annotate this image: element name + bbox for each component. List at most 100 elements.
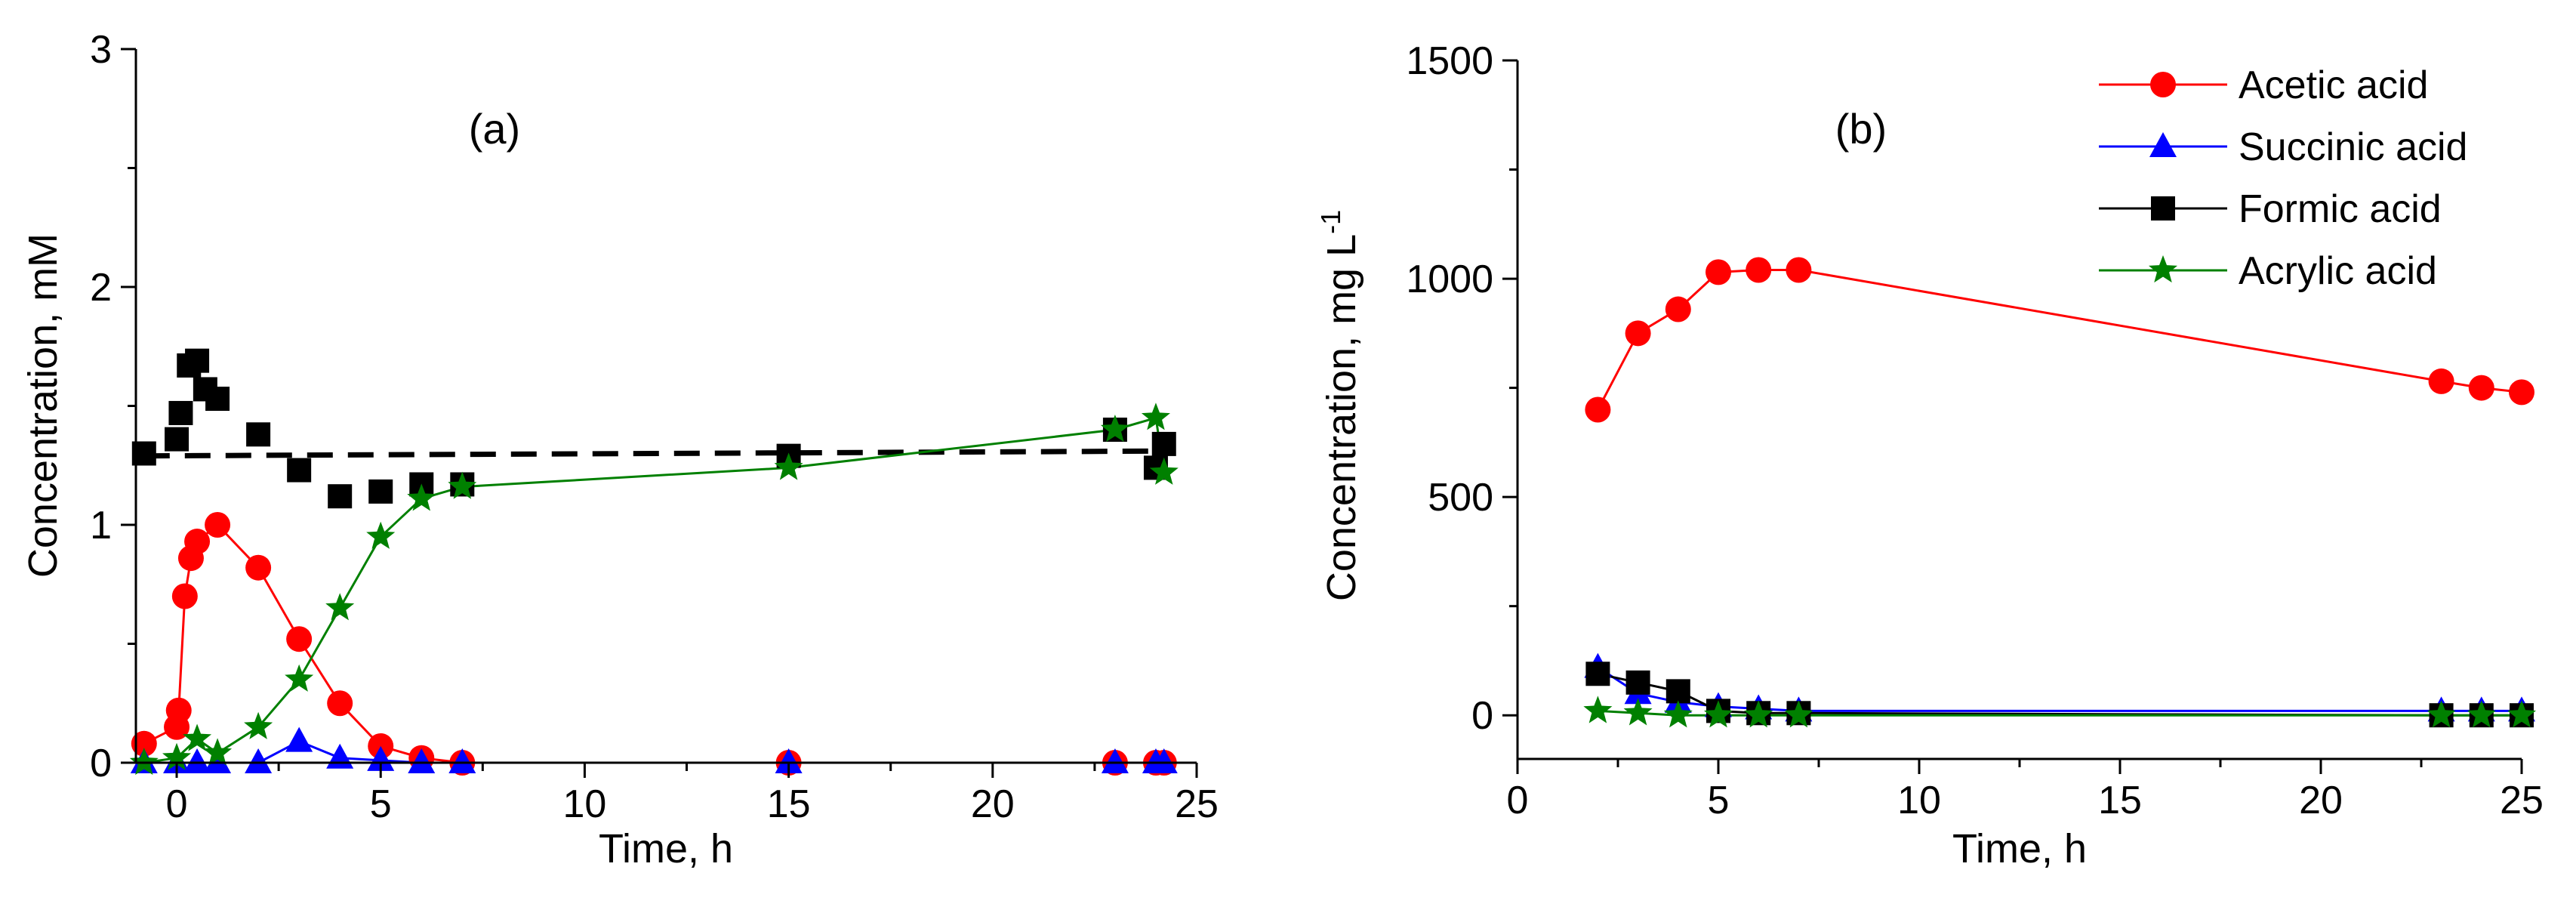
legend-acrylic-acid-marker	[2148, 255, 2178, 283]
panel-a-formic-acid-point	[287, 458, 312, 483]
panel-b-formic-acid-point	[1665, 679, 1690, 704]
panel-b-formic-acid-point	[1625, 670, 1650, 695]
panel-a-y-tick-label: 2	[90, 266, 112, 310]
panel-b-acetic-acid-point	[2428, 368, 2454, 394]
panel-b-x-tick-label: 0	[1507, 779, 1529, 822]
panel-a-formic-acid-point	[246, 422, 271, 447]
legend-acrylic-acid-label: Acrylic acid	[2239, 249, 2437, 293]
panel-a-succinic-acid-point	[183, 748, 211, 773]
panel-b-acrylic-acid-point	[1583, 696, 1613, 723]
panel-a-succinic-acid-point	[367, 745, 395, 771]
panel-a-axes: 0 5 10 15 20 25 0 1 2 3	[90, 28, 1219, 826]
panel-a-formic-acid-point	[368, 479, 393, 504]
panel-a-label: (a)	[469, 105, 520, 153]
panel-a-acetic-acid-point	[165, 697, 192, 723]
panel-b-acetic-acid-point	[1706, 259, 1731, 285]
panel-a-y-axis-title: Concentration, mM	[20, 233, 66, 578]
panel-b-acetic-acid-point	[1786, 257, 1812, 283]
panel-a-formic-acid-point	[1151, 431, 1176, 456]
panel-a-x-tick-label: 10	[563, 782, 607, 826]
panel-b-acetic-acid-point	[1625, 320, 1651, 347]
panel-a-acrylic-acid-point	[325, 593, 355, 621]
panel-a-acetic-acid-point	[131, 730, 157, 757]
legend-succinic-acid-label: Succinic acid	[2239, 125, 2467, 169]
panel-a-succinic-acid-point	[245, 748, 273, 773]
panel-a-acrylic-acid-point	[203, 738, 233, 766]
panel-a-acrylic-acid-point	[285, 664, 314, 692]
panel-a-y-tick-label: 0	[90, 742, 112, 785]
panel-b-acetic-acid-point	[1585, 396, 1611, 423]
panel-a-succinic-acid-point	[408, 748, 436, 773]
panel-a-x-axis-title: Time, h	[599, 826, 733, 871]
panel-b-acrylic-acid-point	[1703, 700, 1733, 728]
panel-b-x-tick-label: 15	[2098, 779, 2142, 822]
panel-a-acrylic-acid-point	[366, 521, 396, 549]
panel-a-acrylic-acid-point	[1100, 415, 1129, 443]
panel-b-acrylic-acid-point	[1744, 700, 1773, 728]
panel-a-acrylic-acid-point	[129, 748, 159, 776]
panel-a-succinic-acid-point	[204, 748, 232, 773]
panel-b-legend: Acetic acid Succinic acid Formic acid Acryl…	[2099, 63, 2467, 293]
panel-a-x-tick-label: 20	[971, 782, 1015, 826]
panel-b-y-axis-title-main: Concentration, mg L	[1319, 234, 1364, 601]
panel-b-x-tick-label: 25	[2500, 779, 2544, 822]
panel-b-x-axis-title: Time, h	[1952, 826, 2087, 871]
panel-a-x-tick-label: 25	[1175, 782, 1219, 826]
legend-formic-acid-label: Formic acid	[2239, 187, 2442, 231]
panel-a-acrylic-acid-point	[1141, 403, 1170, 430]
panel-a-acrylic-acid-point	[407, 483, 436, 511]
chart-panel-a: 0 5 10 15 20 25 0 1 2 3 Time, h Concentration, mM…	[20, 28, 1219, 871]
panel-a-formic-acid-point	[205, 387, 230, 412]
panel-a-acetic-acid-point	[205, 512, 231, 538]
panel-b-x-tick-label: 20	[2299, 779, 2343, 822]
panel-b-label: (b)	[1835, 105, 1887, 153]
panel-a-acetic-acid-point	[184, 529, 211, 555]
panel-a-y-tick-label: 1	[90, 504, 112, 547]
panel-b-acetic-acid-point	[1665, 296, 1691, 322]
panel-a-succinic-acid-point	[1101, 748, 1129, 773]
panel-a-acrylic-acid-point	[774, 452, 803, 480]
panel-b-succinic-acid-line	[1597, 666, 2522, 712]
panel-b-y-tick-label: 1500	[1406, 39, 1493, 83]
panel-b-y-axis-title-superscript: -1	[1315, 210, 1346, 234]
panel-a-x-tick-label: 0	[166, 782, 188, 826]
panel-b-acetic-acid-point	[2468, 375, 2494, 401]
panel-a-formic-acid-point	[168, 400, 193, 425]
panel-a-succinic-acid-point	[326, 743, 354, 769]
panel-a-acetic-acid-point	[171, 583, 198, 609]
panel-a-formic-acid-point	[165, 427, 190, 452]
panel-a-acrylic-acid-point	[183, 723, 212, 751]
panel-a-y-tick-label: 3	[90, 28, 112, 72]
panel-a-succinic-acid-point	[448, 748, 476, 773]
panel-a-formic-acid-fit-line	[143, 448, 1164, 459]
panel-b-acrylic-acid-point	[1784, 700, 1813, 728]
panel-b-series-markers	[1583, 257, 2537, 728]
panel-a-x-tick-label: 5	[370, 782, 392, 826]
panel-b-acrylic-acid-point	[2507, 700, 2537, 728]
panel-b-acetic-acid-point	[2509, 379, 2534, 406]
panel-a-acetic-acid-point	[245, 554, 272, 581]
panel-a-formic-acid-point	[185, 348, 210, 373]
panel-b-acrylic-acid-point	[1623, 698, 1653, 726]
panel-b-y-tick-label: 1000	[1406, 258, 1493, 301]
panel-b-y-axis-title: Concentration, mg L-1	[1315, 210, 1365, 601]
panel-b-acetic-acid-point	[1746, 257, 1772, 283]
panel-a-series-markers	[129, 348, 1179, 776]
panel-b-formic-acid-point	[1585, 662, 1610, 686]
panel-a-acrylic-acid-point	[1149, 457, 1179, 485]
panel-a-acetic-acid-point	[286, 626, 313, 652]
panel-a-acrylic-acid-point	[244, 711, 273, 739]
panel-a-x-tick-label: 15	[767, 782, 811, 826]
panel-b-y-tick-label: 500	[1428, 476, 1493, 520]
legend-acetic-acid-label: Acetic acid	[2239, 63, 2428, 107]
panel-a-acrylic-acid-point	[448, 471, 477, 499]
panel-b-acrylic-acid-point	[2467, 700, 2496, 728]
panel-b-x-tick-label: 10	[1897, 779, 1941, 822]
panel-a-succinic-acid-point	[775, 748, 803, 773]
legend-succinic-acid-marker	[2149, 132, 2177, 157]
chart-panel-b: 0 5 10 15 20 25 0 500 1000 1500 Time, h Concentra…	[1315, 39, 2544, 871]
legend-formic-acid-marker	[2151, 196, 2175, 221]
panel-b-acrylic-acid-point	[2427, 700, 2456, 728]
panel-a-acrylic-acid-point	[162, 742, 192, 770]
